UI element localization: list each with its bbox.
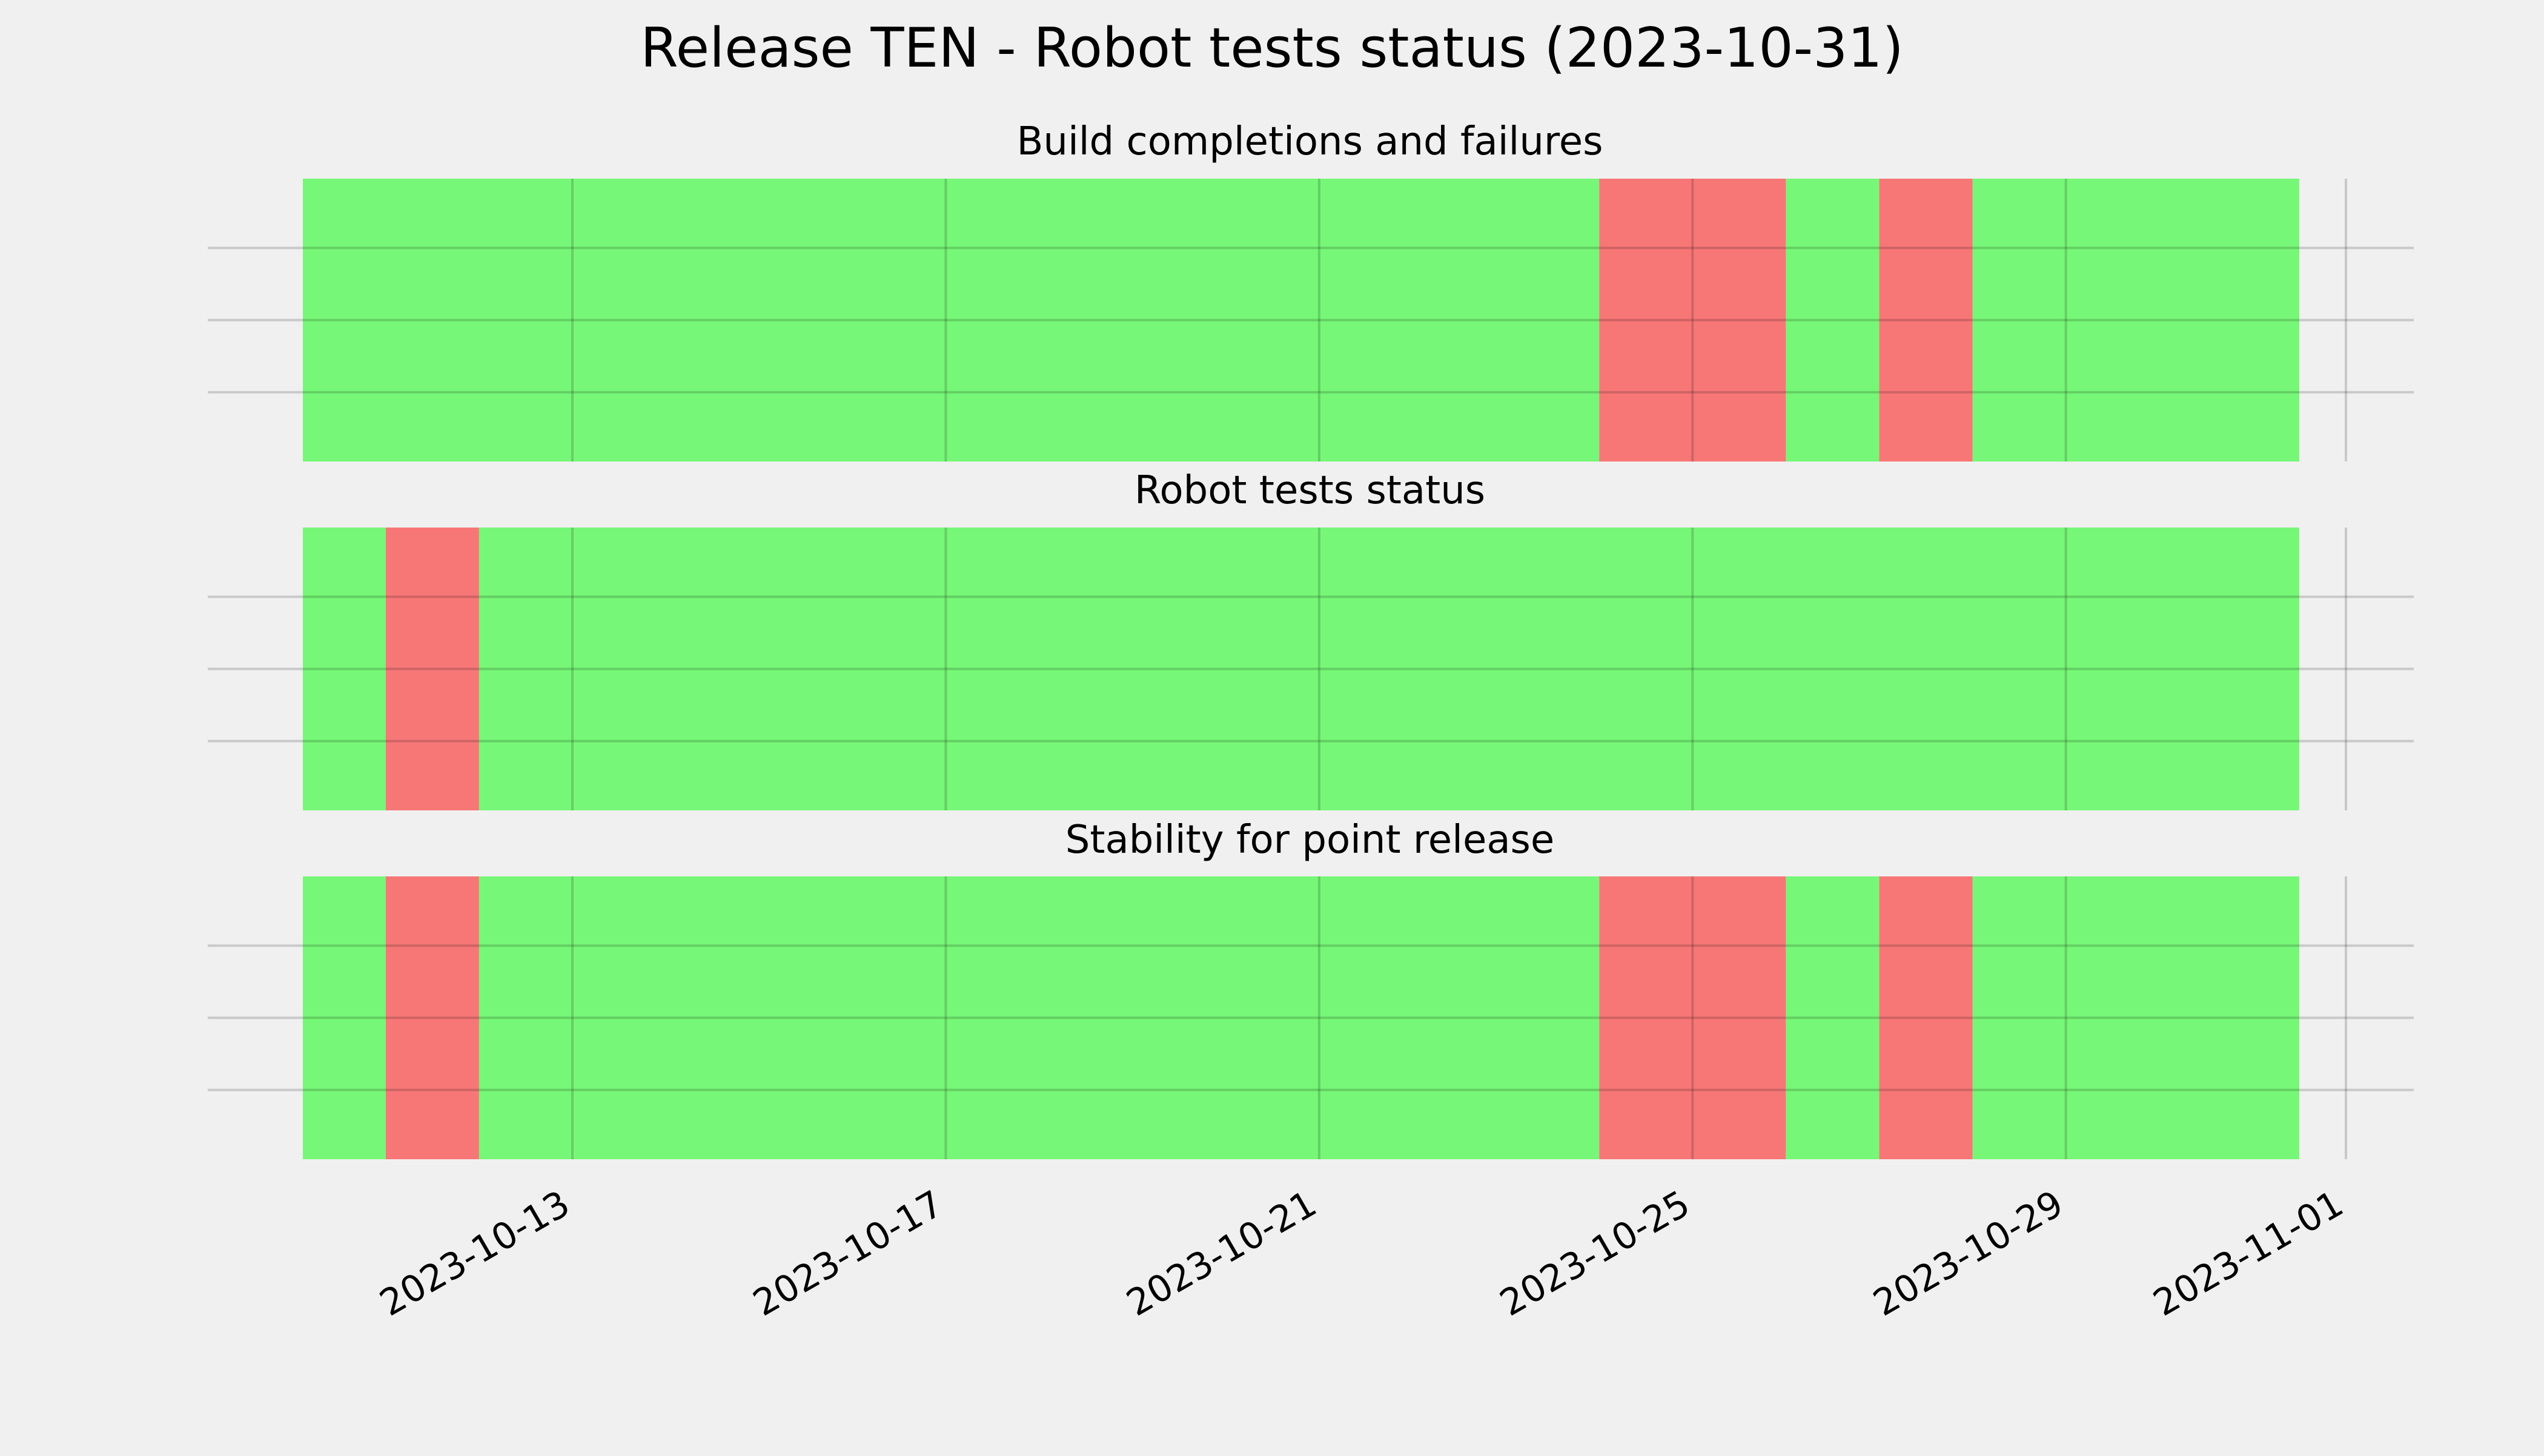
panel-title: Stability for point release [1065,818,1555,862]
x-tick-label: 2023-10-25 [1493,1182,1697,1325]
status-segment-fail [1879,179,1973,462]
panel-title: Robot tests status [1135,468,1485,513]
status-segment-pass [479,528,2299,810]
status-segment-fail [1879,876,1973,1159]
status-segment-pass [303,876,386,1159]
status-segment-fail [385,876,479,1159]
status-segment-fail [1599,179,1786,462]
status-segment-fail [385,528,479,810]
x-tick-label: 2023-10-21 [1119,1182,1323,1325]
status-segment-fail [1599,876,1786,1159]
x-tick-label: 2023-11-01 [2147,1182,2351,1325]
status-segment-pass [1786,876,1880,1159]
status-segment-pass [1786,179,1880,462]
x-tick-label: 2023-10-13 [373,1182,577,1325]
status-segment-pass [1972,876,2299,1159]
panel-title: Build completions and failures [1017,119,1603,164]
x-tick-label: 2023-10-29 [1866,1182,2070,1325]
status-segment-pass [303,179,1600,462]
status-segment-pass [1972,179,2299,462]
chart-title: Release TEN - Robot tests status (2023-1… [640,16,1904,80]
status-segment-pass [479,876,1600,1159]
x-tick-label: 2023-10-17 [746,1182,950,1325]
status-segment-pass [303,528,386,810]
